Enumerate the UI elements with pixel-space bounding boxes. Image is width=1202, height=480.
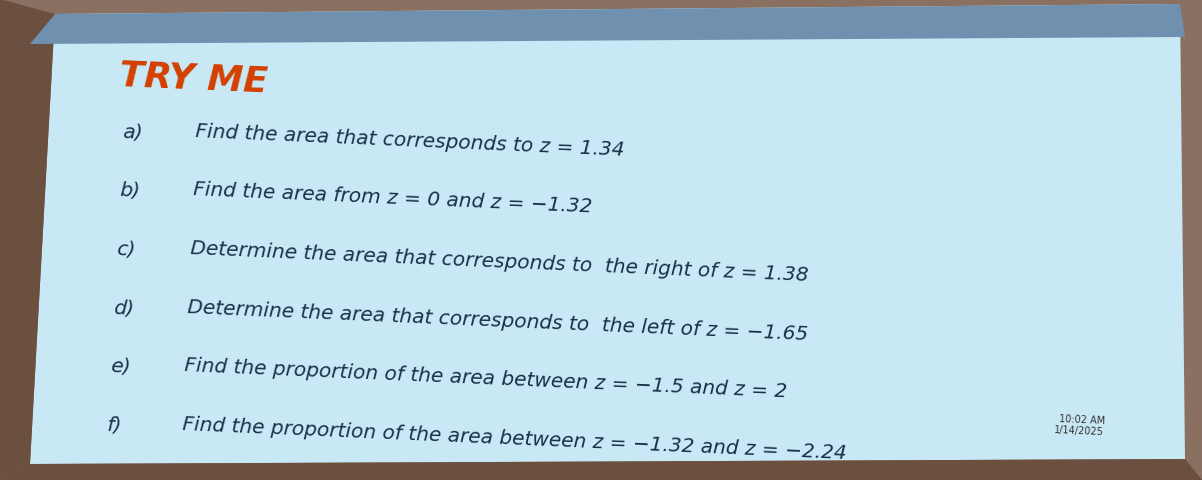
Text: f): f) bbox=[107, 414, 123, 434]
Text: Determine the area that corresponds to  the left of z = −1.65: Determine the area that corresponds to t… bbox=[188, 297, 809, 343]
Polygon shape bbox=[0, 459, 1202, 480]
Text: Find the proportion of the area between z = −1.32 and z = −2.24: Find the proportion of the area between … bbox=[182, 414, 846, 462]
Polygon shape bbox=[30, 5, 1185, 45]
Polygon shape bbox=[30, 5, 1185, 464]
Text: e): e) bbox=[109, 356, 131, 376]
Text: Find the area that corresponds to z = 1.34: Find the area that corresponds to z = 1.… bbox=[196, 121, 625, 159]
Text: 10:02 AM
1/14/2025: 10:02 AM 1/14/2025 bbox=[1054, 413, 1105, 437]
Text: d): d) bbox=[113, 298, 135, 317]
Text: b): b) bbox=[119, 180, 141, 201]
Text: Determine the area that corresponds to  the right of z = 1.38: Determine the area that corresponds to t… bbox=[190, 239, 809, 284]
Text: a): a) bbox=[121, 122, 143, 142]
Polygon shape bbox=[0, 0, 55, 480]
Text: Find the area from z = 0 and z = −1.32: Find the area from z = 0 and z = −1.32 bbox=[192, 180, 593, 216]
Text: Find the proportion of the area between z = −1.5 and z = 2: Find the proportion of the area between … bbox=[184, 356, 787, 401]
Text: TRY ME: TRY ME bbox=[119, 60, 268, 100]
Text: c): c) bbox=[115, 239, 136, 259]
